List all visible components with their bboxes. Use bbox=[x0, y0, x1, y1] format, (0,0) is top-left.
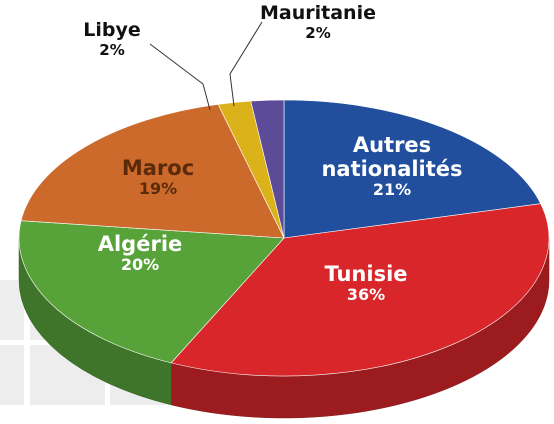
pie-slices bbox=[18, 99, 550, 377]
category-label: Tunisie bbox=[324, 262, 408, 286]
value-label: 36% bbox=[346, 285, 386, 305]
slice bbox=[20, 104, 285, 239]
slice-label: Mauritanie 2% bbox=[218, 2, 418, 42]
value-label: 2% bbox=[99, 40, 125, 59]
value-label: 2% bbox=[305, 23, 331, 42]
value-label: 21% bbox=[372, 180, 412, 200]
slice-label: Algérie 20% bbox=[40, 232, 240, 275]
category-label: Maroc bbox=[121, 156, 195, 180]
slice-label: Autres nationalités 21% bbox=[317, 133, 467, 200]
value-label: 20% bbox=[120, 255, 160, 275]
slice bbox=[283, 99, 542, 239]
leader-line bbox=[229, 21, 263, 107]
category-label: Algérie bbox=[97, 232, 183, 256]
category-label: Autres nationalités bbox=[321, 133, 463, 182]
slice-label: Libye 2% bbox=[12, 19, 212, 59]
category-label: Libye bbox=[83, 19, 141, 41]
leader-line bbox=[149, 43, 211, 111]
category-label: Mauritanie bbox=[260, 2, 376, 24]
slice-label: Tunisie 36% bbox=[266, 262, 466, 305]
slice bbox=[170, 203, 550, 377]
slice bbox=[250, 99, 285, 239]
value-label: 19% bbox=[138, 179, 178, 199]
slice bbox=[18, 220, 285, 364]
slice-label: Maroc 19% bbox=[58, 156, 258, 199]
